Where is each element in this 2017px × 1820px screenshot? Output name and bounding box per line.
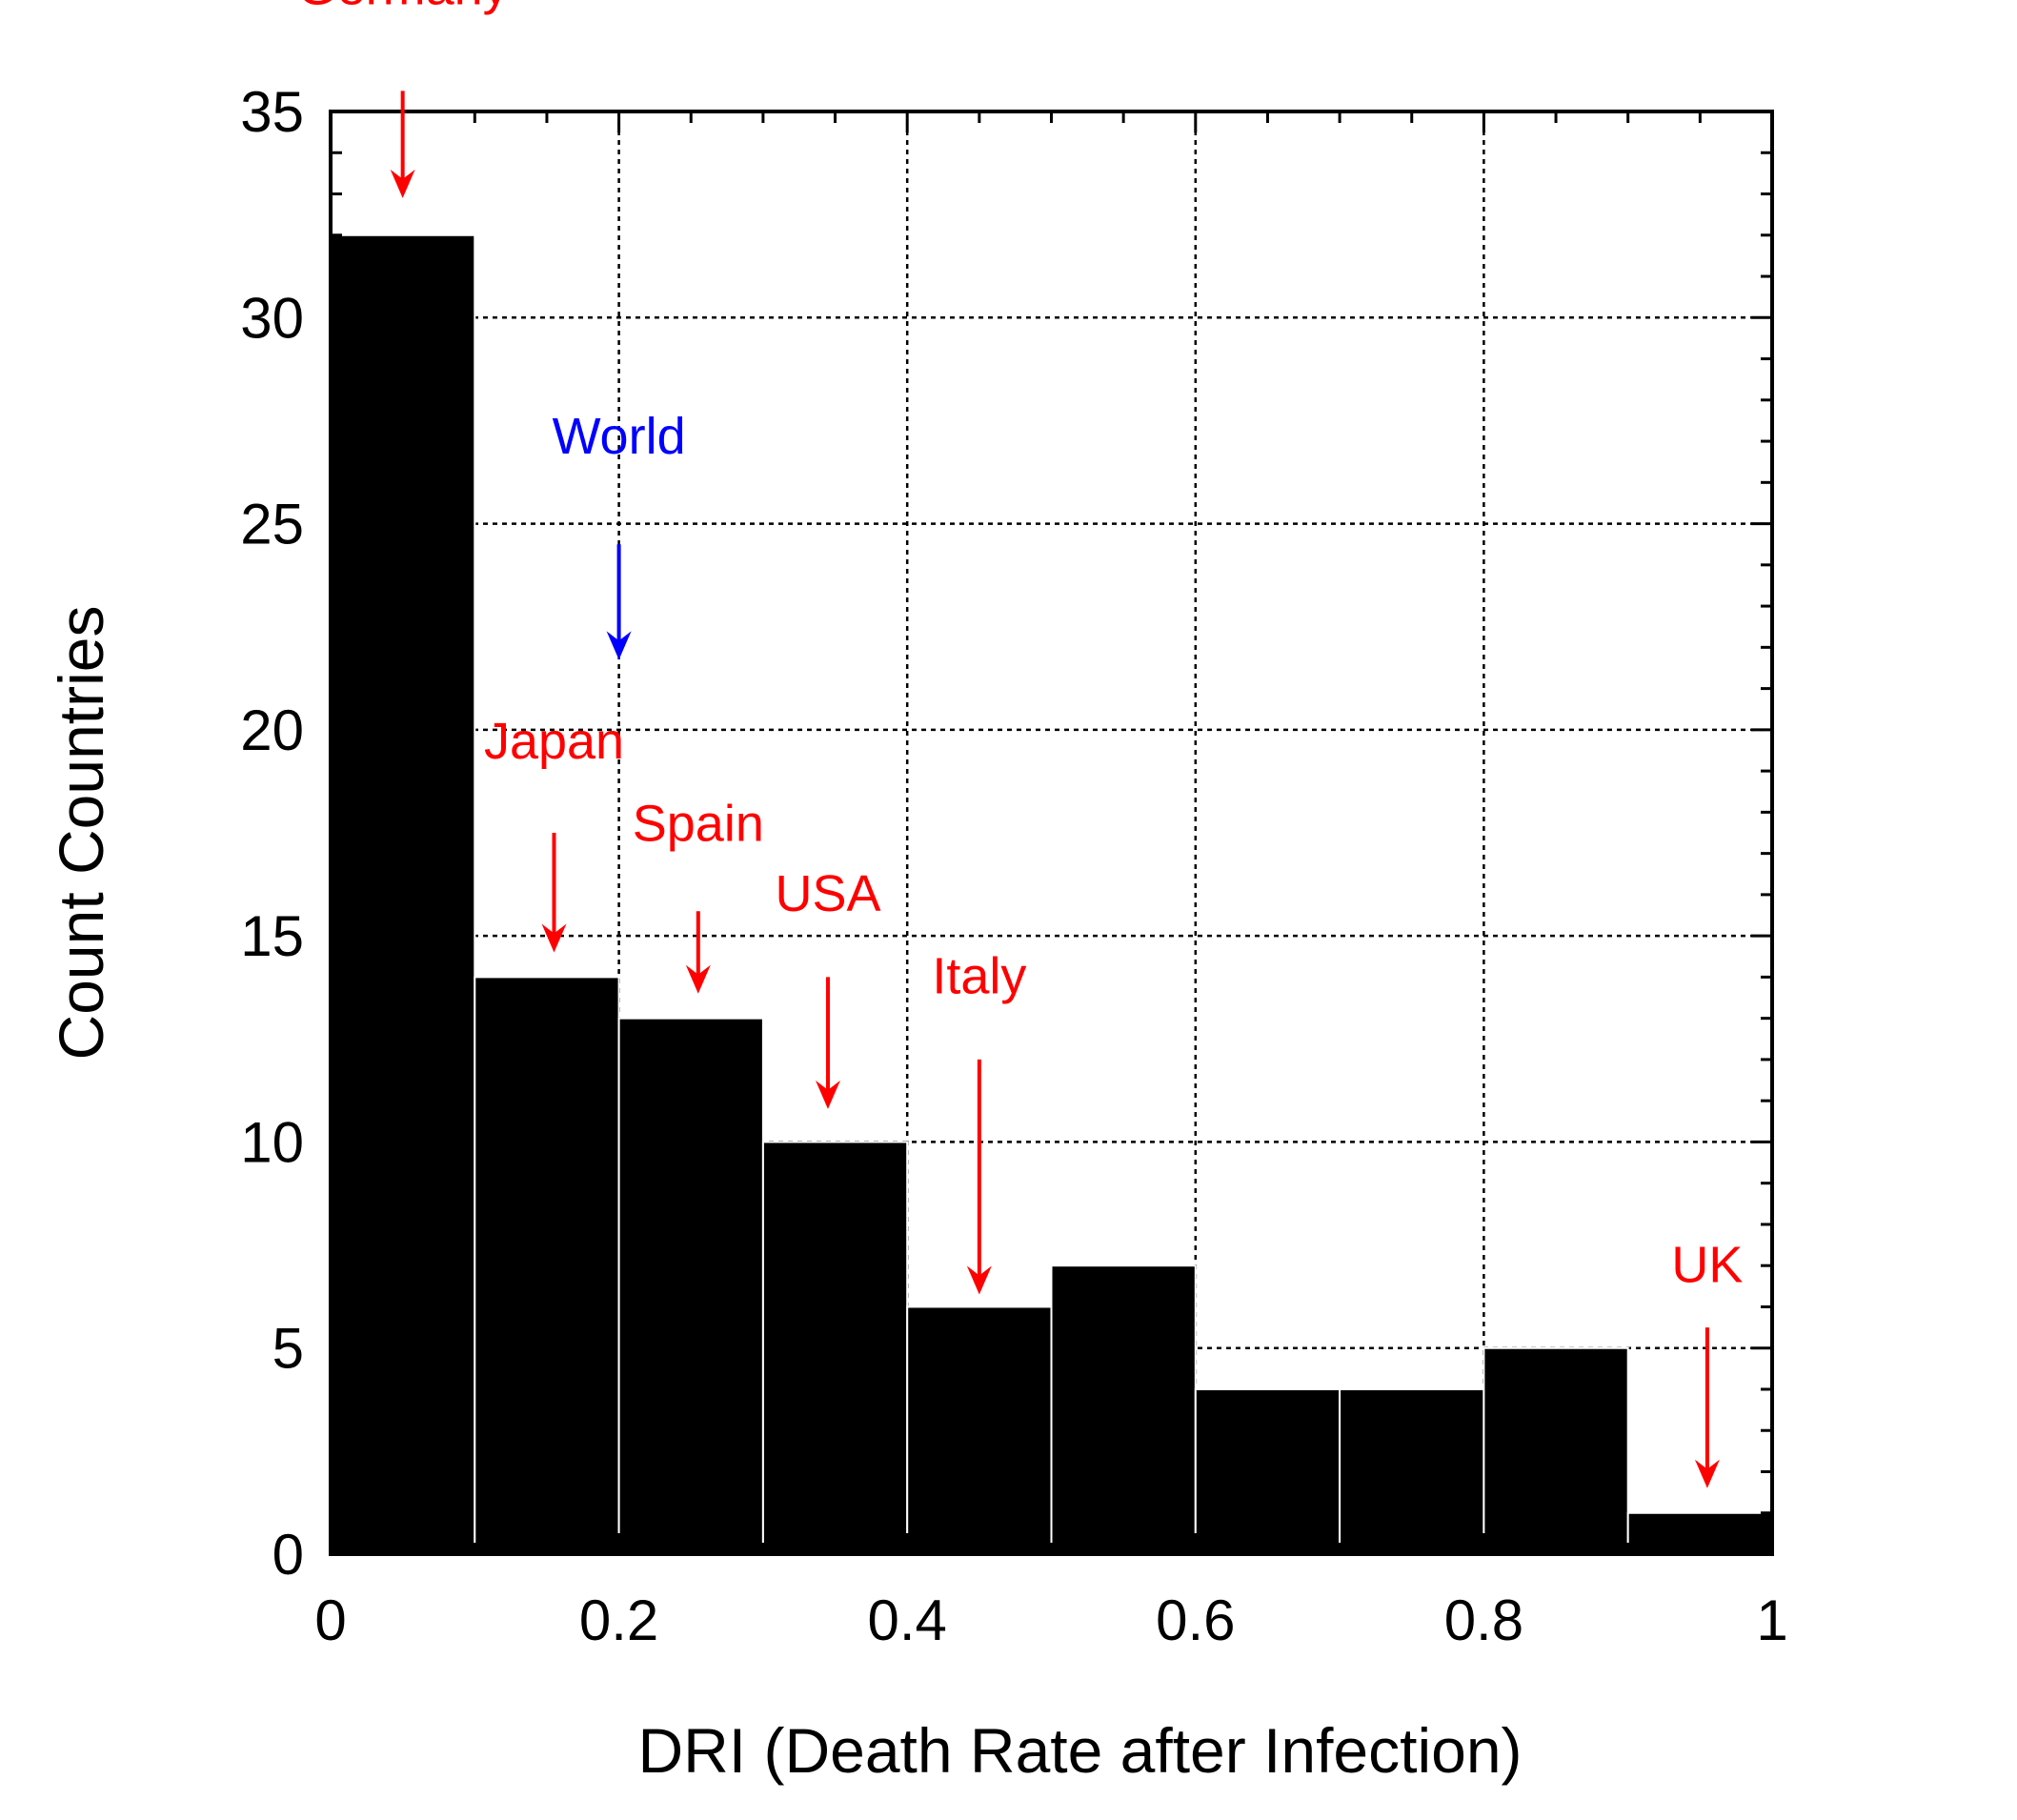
ticks-layer	[329, 110, 1774, 1556]
annotation-usa: USA	[775, 865, 881, 1109]
x-tick-label: 0	[314, 1588, 346, 1652]
histogram-bar	[330, 233, 476, 1555]
y-axis-title: Count Countries	[46, 606, 116, 1061]
histogram-bar	[1339, 1387, 1485, 1555]
annotation-label: World	[553, 408, 686, 465]
annotation-uk: UK	[1671, 1237, 1743, 1488]
arrowhead-icon	[1694, 1459, 1720, 1488]
y-tick-label: 30	[240, 286, 304, 350]
y-tick-label: 15	[240, 904, 304, 968]
y-tick-label: 35	[240, 80, 304, 144]
annotation-label: Italy	[932, 948, 1026, 1005]
x-tick-label: 1	[1756, 1588, 1787, 1652]
annotation-label: Japan	[484, 713, 624, 770]
x-tick-label: 0.8	[1444, 1588, 1523, 1652]
x-axis-title: DRI (Death Rate after Infection)	[637, 1715, 1522, 1786]
annotation-label: USA	[775, 865, 880, 922]
arrowhead-icon	[541, 923, 567, 953]
y-tick-label: 25	[240, 493, 304, 556]
annotation-japan: Japan	[484, 713, 624, 953]
histogram-bar	[617, 1017, 764, 1555]
histogram-bar	[1194, 1387, 1341, 1555]
annotation-germany: Germany	[297, 0, 509, 198]
arrowhead-icon	[606, 631, 632, 660]
x-tick-label: 0.2	[579, 1588, 658, 1652]
annotation-label: Germany	[297, 0, 509, 16]
annotation-spain: Spain	[633, 796, 764, 994]
y-tick-label: 5	[272, 1317, 304, 1381]
arrowhead-icon	[390, 169, 415, 198]
histogram-bar	[761, 1141, 909, 1556]
annotation-label: Spain	[633, 796, 764, 853]
annotation-label: UK	[1671, 1237, 1743, 1294]
arrowhead-icon	[685, 964, 711, 994]
annotation-world: World	[553, 408, 686, 660]
y-tick-label: 0	[272, 1523, 304, 1587]
y-tick-label: 10	[240, 1110, 304, 1174]
annotation-italy: Italy	[932, 948, 1026, 1295]
arrowhead-icon	[815, 1080, 840, 1109]
histogram-bar	[474, 976, 620, 1555]
histogram-bar	[1482, 1346, 1629, 1555]
y-tick-label: 20	[240, 698, 304, 762]
x-tick-label: 0.4	[867, 1588, 946, 1652]
histogram-bar	[1050, 1264, 1197, 1555]
x-tick-label: 0.6	[1156, 1588, 1235, 1652]
bars-layer	[330, 233, 1773, 1556]
arrowhead-icon	[966, 1265, 992, 1295]
histogram-bar	[906, 1305, 1053, 1555]
